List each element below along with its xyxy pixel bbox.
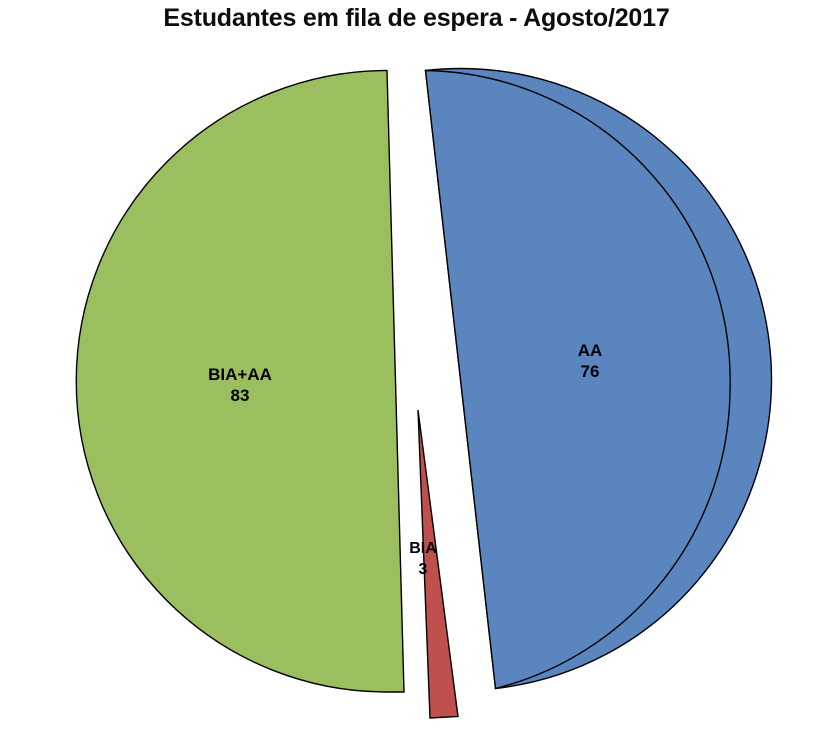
pie-slice-bia[interactable]: [417, 409, 459, 719]
pie-slice-aa-body[interactable]: [424, 69, 731, 690]
chart-title: Estudantes em fila de espera - Agosto/20…: [163, 4, 670, 32]
pie-slice-bia-aa[interactable]: [75, 69, 405, 693]
